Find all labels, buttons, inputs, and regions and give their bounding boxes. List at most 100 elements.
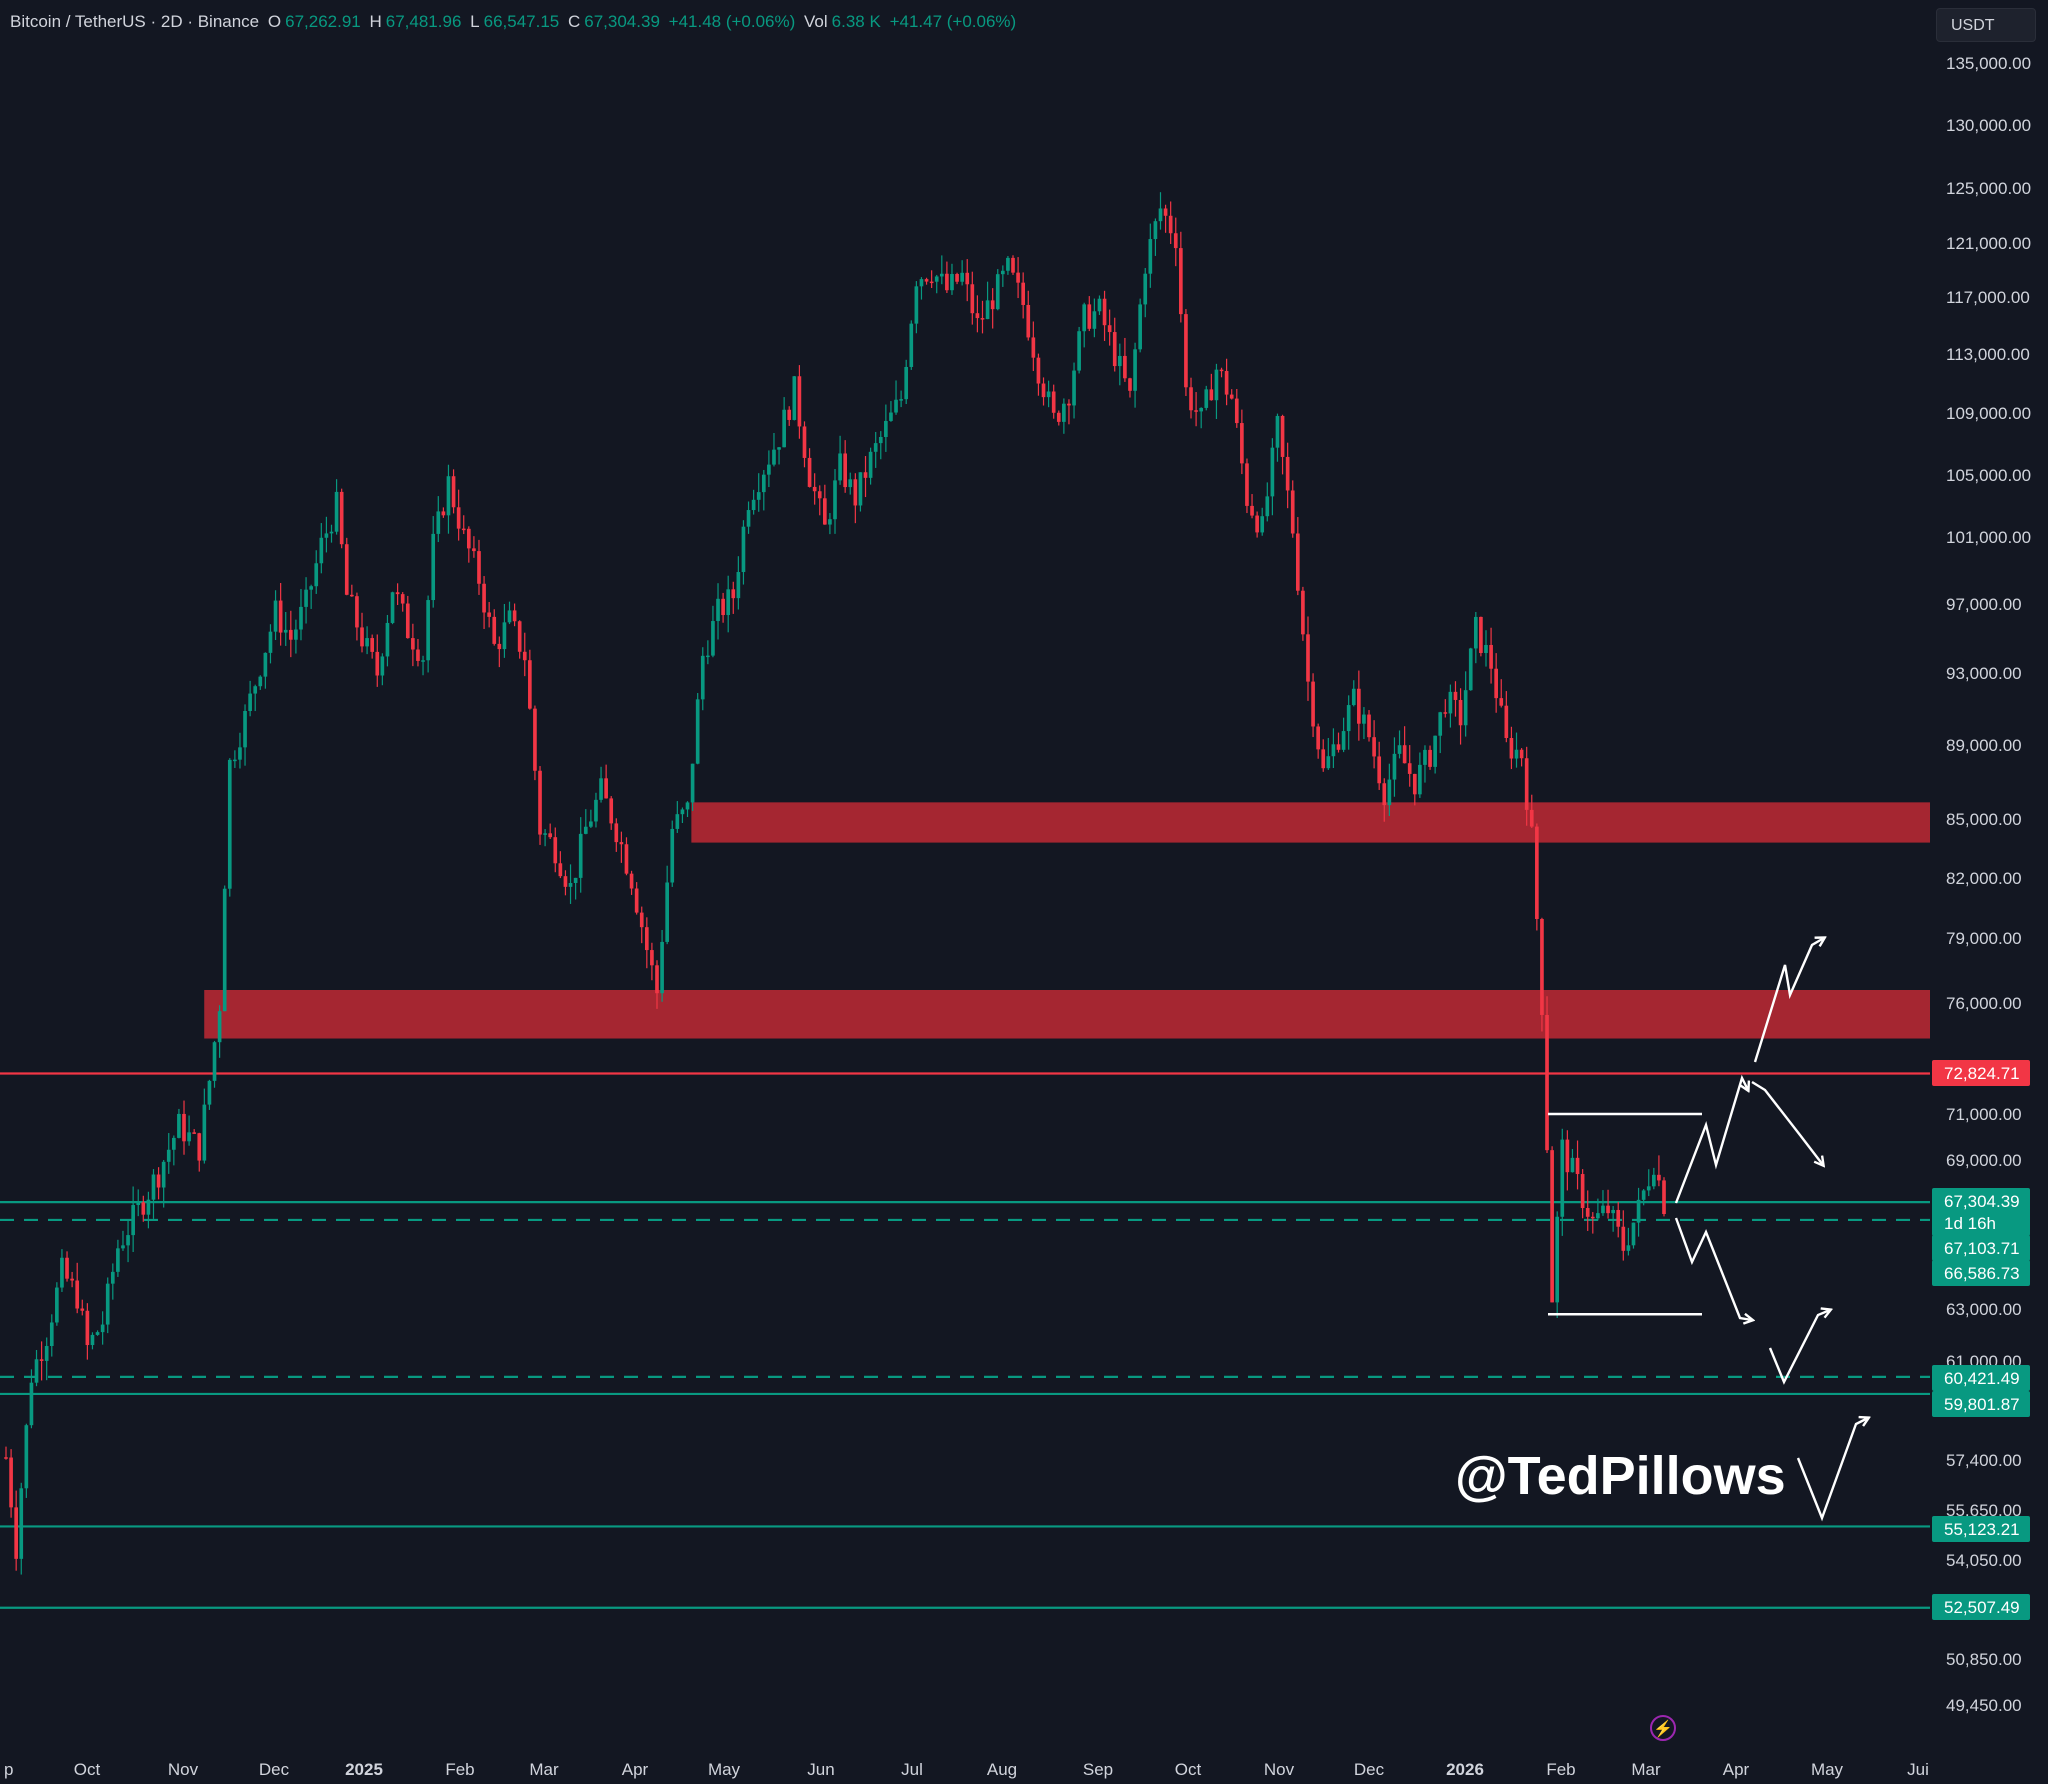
candle-body — [1606, 1205, 1610, 1214]
candle-body — [1473, 616, 1478, 649]
close-label: C — [567, 12, 581, 31]
candle-body — [934, 276, 939, 282]
candle-body — [975, 313, 980, 319]
candle-body — [1412, 773, 1417, 795]
candle-body — [1204, 389, 1209, 408]
candle-body — [131, 1205, 135, 1236]
candle-body — [1535, 826, 1539, 919]
candle-body — [1240, 423, 1244, 464]
candle-body — [970, 284, 975, 314]
currency-selector[interactable]: USDT — [1936, 8, 2036, 42]
candle-body — [919, 279, 924, 287]
candle-body — [650, 950, 654, 966]
candle-body — [1423, 749, 1427, 765]
price-tick-label: 89,000.00 — [1946, 736, 2022, 755]
candle-body — [1301, 590, 1305, 635]
candle-body — [1519, 749, 1524, 759]
time-tick-label: Feb — [1546, 1760, 1575, 1779]
price-label: 67,103.71 — [1944, 1239, 2020, 1258]
candle-body — [110, 1271, 115, 1284]
candle-body — [884, 420, 888, 437]
candle-body — [70, 1278, 74, 1281]
candle-body — [1123, 355, 1127, 379]
price-label: 52,507.49 — [1944, 1598, 2020, 1617]
candle-body — [258, 676, 263, 687]
candle-body — [1102, 298, 1107, 326]
candle-body — [187, 1132, 191, 1142]
price-label-bg — [1932, 1188, 2030, 1214]
candle-body — [1082, 304, 1087, 332]
time-tick-label: Jui — [1907, 1760, 1929, 1779]
supply-zones — [204, 802, 1930, 1039]
candle-body — [1031, 337, 1036, 358]
candle-body — [894, 399, 898, 413]
candles — [4, 192, 1666, 1575]
candle-body — [1357, 688, 1361, 724]
candle-body — [248, 693, 252, 711]
candle-body — [1184, 314, 1188, 388]
candle-body — [1163, 208, 1168, 216]
candle-body — [1570, 1157, 1575, 1173]
candle-body — [833, 480, 837, 520]
candle-body — [512, 610, 517, 622]
candle-body — [604, 778, 608, 799]
lightning-icon[interactable]: ⚡ — [1650, 1715, 1676, 1741]
candle-body — [1402, 745, 1407, 764]
price-tick-label: 76,000.00 — [1946, 994, 2022, 1013]
candle-body — [1041, 383, 1046, 398]
candle-body — [1331, 744, 1336, 757]
candle-body — [227, 759, 232, 889]
candle-body — [146, 1199, 151, 1215]
candle-body — [75, 1280, 80, 1309]
candle-body — [553, 837, 558, 864]
candle-body — [634, 888, 639, 913]
scenario-arrow — [1674, 1074, 1748, 1204]
candle-body — [914, 286, 919, 324]
candle-body — [767, 464, 771, 475]
candle-body — [1250, 505, 1254, 516]
candle-body — [746, 510, 751, 527]
price-label: 55,123.21 — [1944, 1520, 2020, 1539]
candle-body — [863, 472, 868, 478]
candle-body — [1662, 1180, 1666, 1215]
candle-body — [1453, 691, 1458, 700]
candle-body — [1560, 1139, 1565, 1217]
candle-body — [355, 596, 359, 628]
scenario-arrow — [1768, 1310, 1830, 1385]
candle-body — [706, 655, 710, 658]
candle-body — [1346, 705, 1351, 732]
candle-body — [334, 491, 339, 532]
candle-body — [1484, 644, 1488, 654]
candle-body — [1062, 403, 1066, 422]
high-label: H — [369, 12, 382, 31]
candle-body — [29, 1382, 34, 1426]
candle-body — [375, 651, 380, 676]
candle-body — [421, 660, 425, 662]
candle-body — [1433, 735, 1437, 767]
time-tick-label: Mar — [529, 1760, 559, 1779]
candle-body — [904, 366, 909, 400]
symbol-legend[interactable]: Bitcoin / TetherUS · 2D · Binance O 67,26… — [10, 12, 1020, 32]
volume-label: Vol — [804, 12, 828, 31]
candle-body — [792, 376, 797, 420]
candle-body — [731, 589, 736, 599]
price-tick-label: 105,000.00 — [1946, 466, 2031, 485]
price-tick-label: 130,000.00 — [1946, 116, 2031, 135]
candle-body — [1153, 221, 1158, 240]
candle-body — [360, 627, 364, 647]
candle-body — [655, 965, 659, 994]
candle-body — [889, 412, 893, 421]
candle-body — [1219, 369, 1224, 372]
price-tick-label: 113,000.00 — [1946, 345, 2030, 364]
price-label-bg — [1932, 1594, 2030, 1620]
time-tick-label: Aug — [987, 1760, 1017, 1779]
candle-body — [461, 528, 466, 531]
candle-body — [599, 778, 603, 800]
candle-body — [858, 472, 863, 506]
candle-body — [985, 300, 990, 320]
candle-body — [1529, 809, 1534, 827]
candle-body — [156, 1174, 161, 1188]
price-tick-label: 49,450.00 — [1946, 1696, 2022, 1715]
candle-body — [878, 436, 883, 444]
